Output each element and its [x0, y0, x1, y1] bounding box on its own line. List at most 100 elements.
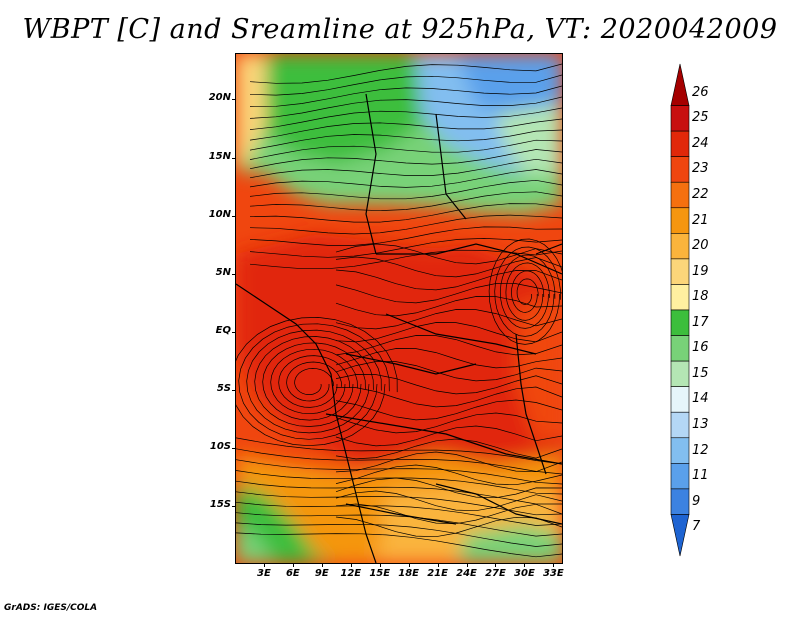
- streamline: [335, 374, 562, 395]
- colorbar-swatch: [670, 335, 690, 362]
- colorbar-swatch: [670, 63, 690, 106]
- y-tick-label: 15N: [208, 150, 231, 162]
- streamline: [249, 85, 562, 107]
- colorbar-label: 7: [692, 519, 701, 535]
- streamline: [254, 336, 374, 427]
- streamline: [335, 490, 562, 512]
- streamline: [249, 179, 562, 200]
- colorbar-label: 24: [692, 135, 709, 151]
- streamline: [249, 118, 562, 141]
- colorbar-label: 21: [692, 212, 709, 228]
- x-tick: [379, 563, 381, 567]
- colorbar-swatch: [670, 411, 690, 439]
- y-tick-label: 5N: [215, 266, 231, 278]
- colorbar-label: 26: [692, 84, 709, 100]
- streamline: [505, 262, 550, 321]
- streamline: [238, 323, 390, 440]
- streamline: [335, 322, 562, 343]
- y-tick: [232, 215, 236, 217]
- streamline: [499, 254, 556, 329]
- streamline: [335, 412, 562, 434]
- x-tick-label: 24E: [456, 568, 477, 579]
- colorbar-label: 12: [692, 442, 709, 458]
- colorbar-swatch: [670, 181, 690, 209]
- colorbar-swatch: [670, 207, 690, 234]
- streamline: [249, 158, 562, 179]
- colorbar-swatch: [670, 130, 690, 157]
- x-tick: [495, 563, 497, 567]
- colorbar-swatch: [670, 437, 690, 464]
- y-tick-label: 5S: [216, 382, 231, 394]
- x-tick-label: 27E: [485, 568, 506, 579]
- colorbar-swatch: [670, 233, 690, 260]
- streamline: [335, 438, 562, 460]
- streamline: [511, 270, 545, 313]
- y-tick: [232, 505, 236, 507]
- x-tick: [408, 563, 410, 567]
- streamline: [335, 256, 562, 278]
- streamline: [335, 386, 562, 408]
- colorbar-swatch: [670, 258, 690, 285]
- streamline: [335, 269, 562, 291]
- streamline: [335, 335, 562, 356]
- x-tick-label: 15E: [369, 568, 391, 579]
- y-tick-label: 15S: [209, 498, 231, 510]
- colorbar-label: 17: [692, 314, 709, 330]
- colorbar-swatch: [670, 156, 690, 183]
- streamline: [249, 203, 562, 223]
- y-tick-label: EQ: [215, 324, 231, 336]
- x-tick: [321, 563, 323, 567]
- streamline: [249, 238, 562, 258]
- x-tick: [350, 563, 352, 567]
- y-tick: [232, 273, 236, 275]
- colorbar-label: 13: [692, 417, 709, 432]
- x-tick-label: 12E: [340, 568, 362, 579]
- streamline: [236, 522, 562, 547]
- streamline: [249, 191, 562, 212]
- map-panel: [235, 53, 563, 564]
- streamline: [236, 317, 398, 447]
- streamline: [249, 63, 562, 84]
- chart-title: WBPT [C] and Sreamline at 925hPa, VT: 20…: [22, 14, 778, 45]
- streamline: [236, 470, 562, 495]
- x-tick: [553, 563, 555, 567]
- colorbar-swatch: [670, 360, 690, 387]
- colorbar-swatch: [670, 386, 690, 413]
- x-tick-label: 18E: [398, 568, 420, 579]
- streamline: [516, 278, 539, 305]
- streamline: [236, 512, 562, 537]
- colorbar-label: 20: [692, 238, 709, 254]
- x-tick-label: 6E: [285, 568, 300, 579]
- streamline: [335, 296, 562, 317]
- y-tick: [232, 99, 236, 101]
- streamline: [249, 149, 562, 170]
- country-borders: [236, 93, 562, 563]
- y-tick-label: 20N: [208, 92, 231, 104]
- colorbar-swatch: [670, 514, 690, 557]
- streamline: [278, 355, 350, 408]
- streamline: [249, 74, 562, 96]
- colorbar-label: 11: [692, 468, 709, 484]
- streamline: [249, 226, 562, 246]
- streamline: [236, 480, 562, 505]
- streamline: [335, 464, 562, 486]
- streamline: [286, 361, 342, 402]
- y-tick: [232, 331, 236, 333]
- temperature-field: [236, 54, 562, 563]
- colorbar-swatch: [670, 488, 690, 515]
- y-tick: [232, 447, 236, 449]
- colorbar-label: 19: [692, 263, 709, 279]
- x-tick-label: 21E: [427, 568, 448, 579]
- y-tick: [232, 157, 236, 159]
- colorbar-label: 16: [692, 340, 709, 356]
- streamline: [335, 477, 562, 499]
- streamline: [335, 309, 562, 330]
- streamline: [335, 399, 562, 421]
- colorbar-label: 22: [692, 187, 709, 202]
- colorbar-swatch: [670, 284, 690, 311]
- y-tick: [232, 389, 236, 391]
- streamline: [249, 129, 562, 151]
- colorbar: [670, 63, 690, 557]
- streamline: [335, 283, 562, 304]
- streamline: [335, 451, 562, 473]
